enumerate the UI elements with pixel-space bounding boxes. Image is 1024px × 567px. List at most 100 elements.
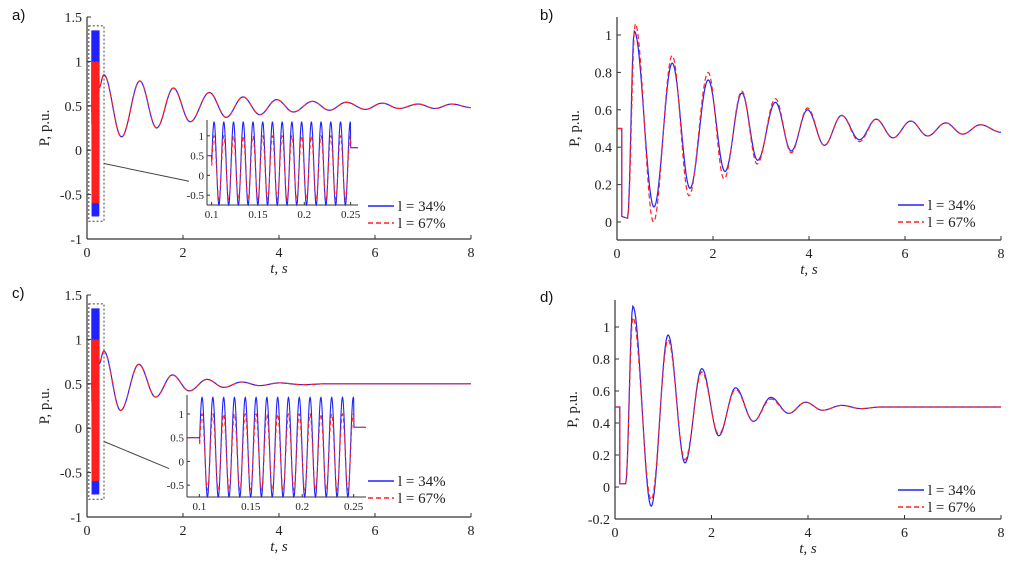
y-tick-label: -1 — [70, 233, 82, 248]
x-tick-label: 2 — [180, 246, 187, 261]
y-tick-label: -0.5 — [60, 467, 82, 482]
y-tick-label: 0 — [603, 481, 610, 496]
inset-y-tick-label: 1 — [199, 131, 205, 143]
legend-label: l = 67% — [398, 491, 446, 507]
legend-label: l = 67% — [928, 500, 976, 516]
inset-x-tick-label: 0.25 — [341, 209, 361, 221]
y-tick-label: 1 — [603, 321, 610, 336]
x-axis-label: t, s — [270, 539, 288, 555]
y-tick-label: 0 — [605, 216, 612, 231]
series-line-67 — [615, 315, 1001, 501]
inset-x-tick-label: 0.2 — [295, 501, 309, 513]
x-tick-label: 2 — [180, 524, 187, 539]
panel-b: b) 0 2 4 6 8 0 0.2 0.4 0.6 0.8 1 t, s P, p.u. l = 34%l… — [540, 7, 1005, 278]
x-tick-label: 6 — [372, 246, 379, 261]
x-tick-label: 0 — [612, 526, 619, 541]
x-tick-label: 6 — [902, 247, 909, 262]
panel-label: a) — [12, 7, 25, 24]
y-tick-label: 1 — [75, 55, 82, 70]
inset-y-tick-label: 0 — [199, 170, 205, 182]
y-tick-label: 0.8 — [595, 66, 613, 81]
inset-y-tick-label: -0.5 — [187, 190, 205, 202]
x-tick-label: 4 — [276, 246, 283, 261]
y-tick-label: -0.5 — [60, 189, 82, 204]
y-axis-label: P, p.u. — [37, 388, 53, 425]
zoom-region-box — [88, 25, 105, 222]
y-tick-label: -0.2 — [588, 513, 610, 528]
inset-y-tick-label: 0.5 — [170, 433, 184, 445]
x-axis-label: t, s — [270, 261, 288, 277]
y-tick-label: 1 — [75, 333, 82, 348]
zoom-connector — [103, 163, 190, 182]
y-tick-label: 1.5 — [65, 289, 83, 304]
panel-label: c) — [12, 285, 25, 302]
y-tick-label: 0.6 — [595, 104, 613, 119]
panel-a: a) 0 2 4 6 8 -1 -0.5 0 0.5 1 1.5 t, s P, p.u. l = 34%l… — [12, 7, 475, 277]
x-tick-label: 6 — [372, 524, 379, 539]
series-line-67 — [87, 61, 472, 204]
x-tick-label: 0 — [84, 246, 91, 261]
legend-label: l = 34% — [398, 474, 446, 490]
y-tick-label: 0.8 — [593, 353, 611, 368]
series-line-67 — [87, 339, 471, 482]
inset-series-line-67 — [207, 135, 358, 201]
series-line-67 — [617, 22, 1002, 223]
x-tick-label: 6 — [901, 526, 908, 541]
y-tick-label: 0.6 — [593, 385, 611, 400]
inset-x-tick-label: 0.15 — [241, 501, 261, 513]
y-tick-label: 0.2 — [595, 179, 613, 194]
legend-label: l = 67% — [398, 216, 446, 232]
x-axis-label: t, s — [799, 541, 817, 557]
inset-x-tick-label: 0.1 — [205, 209, 219, 221]
y-axis-label: P, p.u. — [565, 391, 581, 428]
inset-y-tick-label: -0.5 — [167, 480, 185, 492]
y-tick-label: -1 — [70, 511, 82, 526]
inset-series-line-67 — [187, 412, 366, 491]
y-axis-label: P, p.u. — [567, 110, 583, 147]
y-tick-label: 0.2 — [593, 449, 611, 464]
y-tick-label: 0.5 — [65, 100, 83, 115]
zoom-connector — [103, 441, 170, 469]
inset-x-tick-label: 0.2 — [297, 209, 311, 221]
zoom-region-box — [88, 303, 105, 500]
panel-label: b) — [540, 7, 553, 24]
y-tick-label: 0.4 — [595, 141, 613, 156]
x-tick-label: 4 — [276, 524, 283, 539]
y-tick-label: 0.4 — [593, 417, 611, 432]
x-tick-label: 2 — [708, 526, 715, 541]
x-tick-label: 4 — [806, 247, 813, 262]
panel-d: d)0 2 4 6 8-0.200.20.40.60.81t, sP, p.u.l = … — [540, 289, 1005, 557]
legend-label: l = 34% — [928, 198, 976, 214]
y-tick-label: 0 — [75, 422, 82, 437]
inset: 0.1 0.15 0.2 0.25 -0.5 0 0.5 1 — [167, 395, 366, 513]
x-tick-label: 0 — [84, 524, 91, 539]
x-tick-label: 8 — [998, 526, 1005, 541]
x-tick-label: 8 — [468, 524, 475, 539]
y-tick-label: 0 — [75, 144, 82, 159]
inset-x-tick-label: 0.1 — [192, 501, 206, 513]
y-tick-label: 1 — [605, 29, 612, 44]
legend-label: l = 67% — [928, 215, 976, 231]
y-tick-label: 0.5 — [65, 378, 83, 393]
panel-c: c) 0 2 4 6 8 -1 -0.5 0 0.5 1 1.5 t, s P, p.u. l = 34%l… — [12, 285, 475, 555]
panel-label: d) — [540, 289, 553, 306]
inset-y-tick-label: 1 — [179, 409, 185, 421]
legend-label: l = 34% — [398, 199, 446, 215]
x-axis-label: t, s — [800, 262, 818, 278]
inset-y-tick-label: 0 — [179, 456, 185, 468]
inset-x-tick-label: 0.25 — [344, 501, 364, 513]
x-tick-label: 8 — [998, 247, 1005, 262]
inset-y-tick-label: 0.5 — [190, 151, 204, 163]
series-line-34 — [615, 304, 1001, 508]
x-tick-label: 0 — [614, 247, 621, 262]
x-tick-label: 2 — [710, 247, 717, 262]
y-tick-label: 1.5 — [65, 11, 83, 26]
legend-label: l = 34% — [928, 483, 976, 499]
series-line-34 — [617, 29, 1002, 220]
inset-x-tick-label: 0.15 — [248, 209, 268, 221]
inset-series-line-34 — [187, 396, 366, 499]
inset: 0.1 0.15 0.2 0.25 -0.5 0 0.5 1 — [187, 120, 361, 221]
x-tick-label: 4 — [805, 526, 812, 541]
x-tick-label: 8 — [468, 246, 475, 261]
